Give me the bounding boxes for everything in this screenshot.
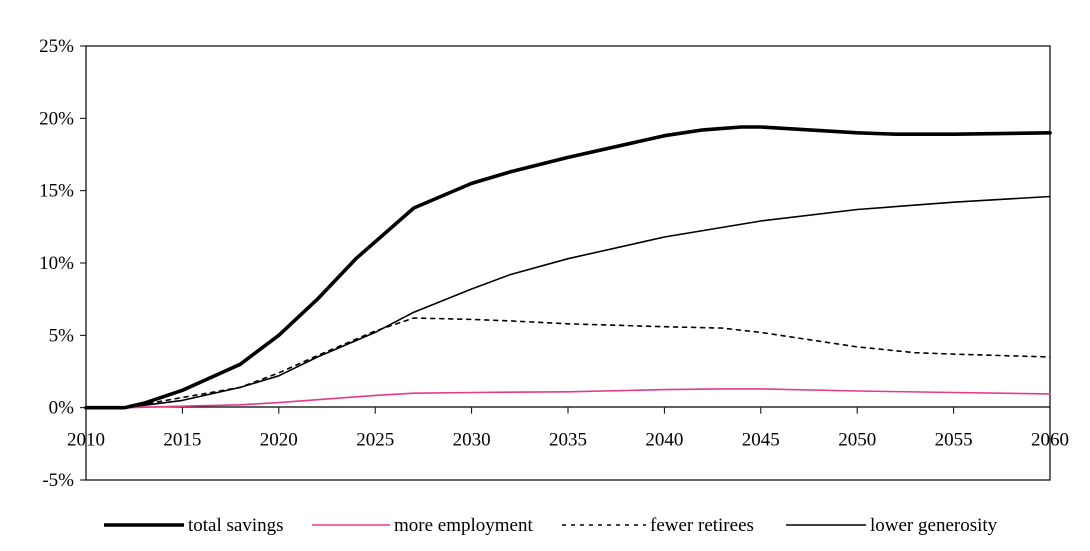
series-line-more-employment [85, 388, 1051, 409]
series-line-lower-generosity [85, 195, 1051, 409]
y-tick-label: -5% [42, 470, 74, 491]
legend-label-total-savings: total savings [188, 515, 284, 536]
y-tick-label: 10% [39, 253, 74, 274]
series-line-total-savings [84, 125, 1052, 410]
y-tick-label: 0% [49, 398, 75, 419]
x-tick-label: 2050 [838, 430, 876, 451]
x-tick-label: 2045 [742, 430, 780, 451]
y-tick-label: 25% [39, 36, 74, 57]
y-tick-label: 20% [39, 108, 74, 129]
series-line-fewer-retirees [85, 317, 1051, 409]
x-tick-label: 2010 [67, 430, 105, 451]
x-tick-label: 2030 [453, 430, 491, 451]
x-axis-ticks: 2010 2015 2020 2025 2030 2035 2040 2045 2050 2055… [67, 407, 1069, 451]
y-tick-label: 5% [49, 325, 75, 346]
legend-label-more-employment: more employment [394, 515, 533, 536]
x-tick-label: 2020 [260, 430, 298, 451]
y-tick-label: 15% [39, 181, 74, 202]
x-tick-label: 2015 [163, 430, 201, 451]
legend-label-fewer-retirees: fewer retirees [650, 515, 754, 536]
y-axis-ticks: 25% 20% 15% 10% 5% 0% -5% [39, 36, 86, 491]
x-tick-label: 2060 [1031, 430, 1069, 451]
x-tick-label: 2055 [935, 430, 973, 451]
x-tick-label: 2040 [645, 430, 683, 451]
x-tick-label: 2025 [356, 430, 394, 451]
legend-label-lower-generosity: lower generosity [870, 515, 998, 536]
x-tick-label: 2035 [549, 430, 587, 451]
series-layer [84, 125, 1052, 410]
legend: total savings more employment fewer retire… [104, 515, 998, 536]
